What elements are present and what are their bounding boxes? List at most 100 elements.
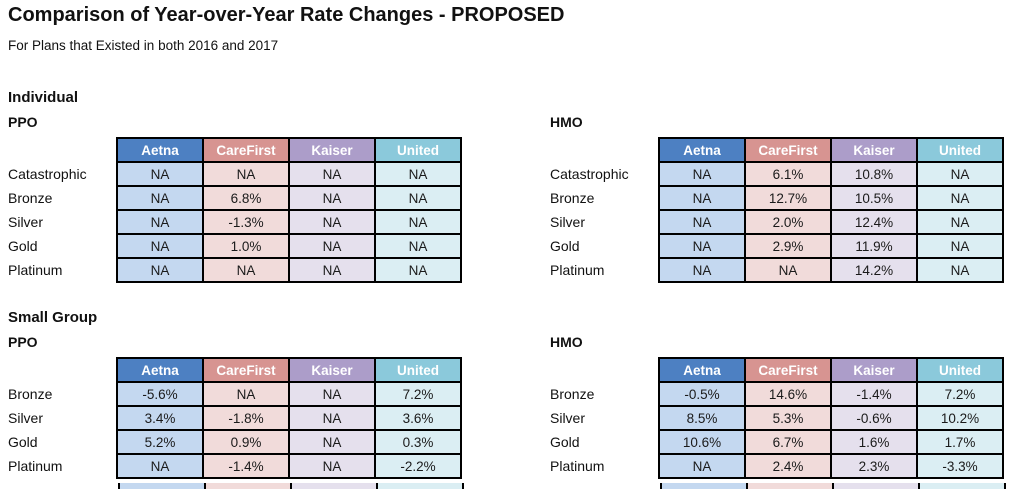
- rate-table: Aetna CareFirst Kaiser United Bronze -0.5% 14.…: [550, 357, 1004, 479]
- cutoff-cell: [206, 483, 292, 489]
- column-header-aetna: Aetna: [658, 357, 746, 383]
- row-label: Silver: [8, 214, 44, 230]
- value-cell: -0.6%: [830, 405, 918, 431]
- cutoff-cell: [378, 483, 464, 489]
- table-row: Silver NA 2.0% 12.4% NA: [550, 209, 1004, 235]
- table-row: Bronze NA 6.8% NA NA: [8, 185, 462, 211]
- value-cell: NA: [116, 257, 204, 283]
- value-cell: 2.0%: [744, 209, 832, 235]
- column-header-carefirst: CareFirst: [744, 137, 832, 163]
- rate-table: Aetna CareFirst Kaiser United Catastrophic NA…: [550, 137, 1004, 283]
- value-cell: 2.9%: [744, 233, 832, 259]
- value-cell: 8.5%: [658, 405, 746, 431]
- row-label: Bronze: [8, 386, 53, 402]
- value-cell: NA: [202, 257, 290, 283]
- value-cell: NA: [202, 381, 290, 407]
- column-header-carefirst: CareFirst: [744, 357, 832, 383]
- value-cell: NA: [116, 233, 204, 259]
- value-cell: NA: [658, 161, 746, 187]
- column-header-kaiser: Kaiser: [830, 357, 918, 383]
- type-label-ppo: PPO: [8, 334, 38, 350]
- row-label: Platinum: [550, 262, 605, 278]
- row-label: Silver: [550, 214, 586, 230]
- cutoff-cell: [662, 483, 748, 489]
- value-cell: NA: [116, 161, 204, 187]
- table-row: Bronze NA 12.7% 10.5% NA: [550, 185, 1004, 211]
- corner-spacer: [8, 138, 117, 162]
- table-row: Gold 10.6% 6.7% 1.6% 1.7%: [550, 429, 1004, 455]
- individual-hmo-quadrant: HMO Aetna CareFirst Kaiser United Catastroph…: [550, 114, 1004, 283]
- value-cell: NA: [116, 453, 204, 479]
- cutoff-row-sliver: [660, 483, 1006, 489]
- value-cell: NA: [658, 209, 746, 235]
- row-label: Gold: [8, 238, 38, 254]
- row-label: Bronze: [8, 190, 53, 206]
- type-label-hmo: HMO: [550, 114, 583, 130]
- column-header-united: United: [916, 137, 1004, 163]
- column-header-carefirst: CareFirst: [202, 137, 290, 163]
- table-row: Platinum NA NA 14.2% NA: [550, 257, 1004, 283]
- column-header-united: United: [374, 137, 462, 163]
- value-cell: 6.8%: [202, 185, 290, 211]
- value-cell: NA: [288, 185, 376, 211]
- value-cell: 2.3%: [830, 453, 918, 479]
- small-group-ppo-table-container: Aetna CareFirst Kaiser United Bronze -5.6% NA N…: [8, 357, 462, 479]
- value-cell: 5.2%: [116, 429, 204, 455]
- row-label: Platinum: [8, 458, 63, 474]
- column-header-kaiser: Kaiser: [830, 137, 918, 163]
- value-cell: NA: [658, 233, 746, 259]
- value-cell: NA: [288, 381, 376, 407]
- value-cell: 7.2%: [374, 381, 462, 407]
- table-row: Bronze -5.6% NA NA 7.2%: [8, 381, 462, 407]
- column-header-kaiser: Kaiser: [288, 137, 376, 163]
- table-row: Platinum NA -1.4% NA -2.2%: [8, 453, 462, 479]
- value-cell: NA: [916, 161, 1004, 187]
- value-cell: 10.5%: [830, 185, 918, 211]
- value-cell: NA: [288, 429, 376, 455]
- value-cell: -2.2%: [374, 453, 462, 479]
- value-cell: NA: [658, 257, 746, 283]
- row-label: Catastrophic: [550, 166, 629, 182]
- value-cell: NA: [374, 161, 462, 187]
- column-header-aetna: Aetna: [116, 137, 204, 163]
- value-cell: -1.4%: [202, 453, 290, 479]
- value-cell: 6.7%: [744, 429, 832, 455]
- row-label: Platinum: [550, 458, 605, 474]
- value-cell: NA: [288, 453, 376, 479]
- table-row: Platinum NA NA NA NA: [8, 257, 462, 283]
- value-cell: -5.6%: [116, 381, 204, 407]
- cutoff-row-sliver: [118, 483, 464, 489]
- value-cell: 10.8%: [830, 161, 918, 187]
- value-cell: 7.2%: [916, 381, 1004, 407]
- value-cell: 6.1%: [744, 161, 832, 187]
- type-label-hmo: HMO: [550, 334, 583, 350]
- value-cell: 10.6%: [658, 429, 746, 455]
- value-cell: 1.7%: [916, 429, 1004, 455]
- value-cell: NA: [288, 405, 376, 431]
- cutoff-cell: [292, 483, 378, 489]
- row-label: Silver: [550, 410, 586, 426]
- value-cell: 14.6%: [744, 381, 832, 407]
- page-title: Comparison of Year-over-Year Rate Change…: [8, 4, 565, 26]
- value-cell: NA: [374, 185, 462, 211]
- value-cell: NA: [916, 209, 1004, 235]
- table-row: Gold 5.2% 0.9% NA 0.3%: [8, 429, 462, 455]
- corner-spacer: [550, 358, 659, 382]
- value-cell: -1.8%: [202, 405, 290, 431]
- value-cell: 12.4%: [830, 209, 918, 235]
- corner-spacer: [8, 358, 117, 382]
- value-cell: -1.4%: [830, 381, 918, 407]
- row-label: Silver: [8, 410, 44, 426]
- rate-table: Aetna CareFirst Kaiser United Catastrophic NA…: [8, 137, 462, 283]
- table-row: Gold NA 1.0% NA NA: [8, 233, 462, 259]
- cutoff-cell: [748, 483, 834, 489]
- value-cell: NA: [374, 209, 462, 235]
- individual-hmo-table-container: Aetna CareFirst Kaiser United Catastrophic NA…: [550, 137, 1004, 283]
- value-cell: NA: [374, 233, 462, 259]
- table-row: Catastrophic NA 6.1% 10.8% NA: [550, 161, 1004, 187]
- table-row: Gold NA 2.9% 11.9% NA: [550, 233, 1004, 259]
- value-cell: 1.0%: [202, 233, 290, 259]
- value-cell: 12.7%: [744, 185, 832, 211]
- small-group-hmo-quadrant: HMO Aetna CareFirst Kaiser United Bronze -0.5…: [550, 334, 1004, 479]
- row-label: Bronze: [550, 386, 595, 402]
